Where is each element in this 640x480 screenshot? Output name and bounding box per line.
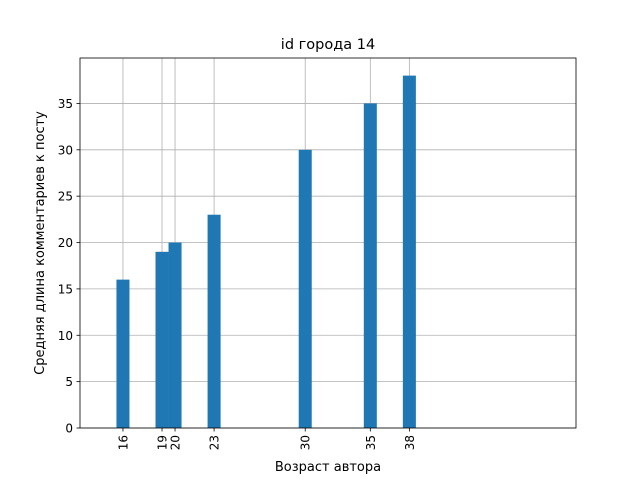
chart-title: id города 14 (281, 37, 375, 53)
x-tick-label: 19 (156, 435, 170, 450)
y-tick-label: 20 (58, 236, 73, 250)
x-axis-label: Возраст автора (275, 460, 381, 475)
bar (116, 279, 130, 428)
y-tick-label: 5 (65, 375, 73, 389)
x-tick-label: 38 (403, 435, 417, 450)
y-tick-label: 25 (58, 190, 73, 204)
x-tick-label: 16 (116, 435, 130, 450)
y-tick-label: 35 (58, 97, 73, 111)
y-tick-label: 10 (58, 329, 73, 343)
bars (116, 75, 416, 428)
x-tick-label: 20 (169, 435, 183, 450)
x-tick-label: 23 (208, 435, 222, 450)
bar (207, 214, 221, 428)
bar (155, 251, 169, 428)
bar (402, 75, 416, 428)
bar (363, 103, 377, 428)
y-tick-label: 0 (65, 422, 73, 436)
bar (168, 242, 182, 428)
y-tick-label: 30 (58, 143, 73, 157)
y-tick-label: 15 (58, 282, 73, 296)
plot-frame (79, 57, 577, 429)
x-tick-label: 35 (364, 435, 378, 450)
y-axis-label: Средняя длина комментариев к посту (33, 111, 48, 375)
x-tick-label: 30 (299, 435, 313, 450)
bar (298, 149, 312, 428)
